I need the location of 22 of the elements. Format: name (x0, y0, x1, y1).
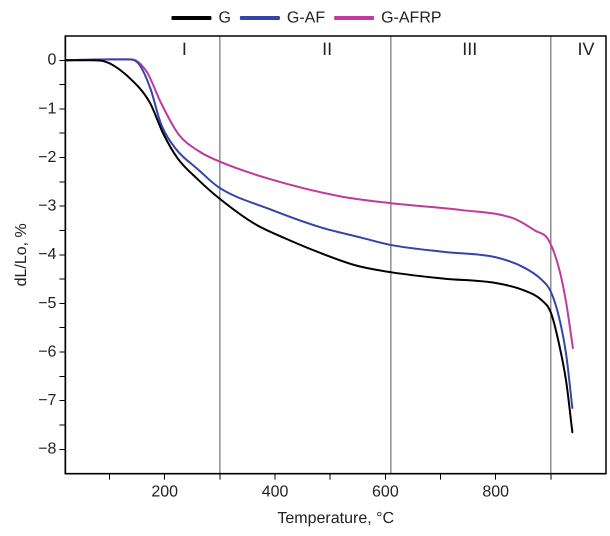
x-tick-label: 600 (372, 484, 399, 501)
y-tick-label: −8 (38, 440, 57, 458)
y-tick-label: −2 (38, 148, 57, 166)
x-tick-label: 200 (151, 484, 178, 501)
y-tick-label: −3 (38, 198, 57, 215)
y-axis-title: dL/Lo, % (13, 223, 30, 286)
x-tick-label: 400 (262, 484, 288, 501)
y-tick-label: −6 (38, 343, 57, 360)
y-tick-label: 0 (48, 52, 57, 69)
annotation: II (322, 38, 332, 59)
legend-label: G-AFRP (381, 9, 442, 26)
y-tick-label: −4 (38, 246, 57, 264)
annotation: I (182, 38, 187, 59)
y-tick-label: −1 (38, 100, 57, 118)
legend-label: G-AF (286, 9, 326, 26)
y-tick-label: −7 (38, 392, 57, 410)
legend-label: G (218, 9, 231, 26)
y-tick-label: −5 (38, 294, 57, 312)
x-axis-title: Temperature, °C (277, 510, 394, 527)
annotation: IV (577, 38, 595, 59)
annotation: III (462, 38, 478, 59)
x-tick-label: 800 (482, 484, 510, 501)
